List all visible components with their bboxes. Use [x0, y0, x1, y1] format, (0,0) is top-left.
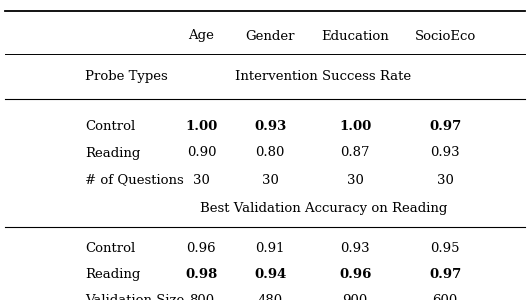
- Text: Control: Control: [85, 119, 135, 133]
- Text: 0.87: 0.87: [340, 146, 370, 160]
- Text: 1.00: 1.00: [186, 119, 217, 133]
- Text: Probe Types: Probe Types: [85, 70, 167, 83]
- Text: 30: 30: [347, 173, 364, 187]
- Text: 30: 30: [262, 173, 279, 187]
- Text: 0.91: 0.91: [255, 242, 285, 256]
- Text: 800: 800: [189, 293, 214, 300]
- Text: Validation Size: Validation Size: [85, 293, 184, 300]
- Text: 0.93: 0.93: [340, 242, 370, 256]
- Text: Age: Age: [189, 29, 214, 43]
- Text: 0.96: 0.96: [339, 268, 372, 281]
- Text: 900: 900: [342, 293, 368, 300]
- Text: # of Questions: # of Questions: [85, 173, 183, 187]
- Text: 0.90: 0.90: [187, 146, 216, 160]
- Text: 0.97: 0.97: [429, 119, 461, 133]
- Text: Gender: Gender: [245, 29, 295, 43]
- Text: 30: 30: [193, 173, 210, 187]
- Text: 0.94: 0.94: [254, 268, 287, 281]
- Text: 600: 600: [432, 293, 458, 300]
- Text: Best Validation Accuracy on Reading: Best Validation Accuracy on Reading: [200, 202, 447, 215]
- Text: 0.98: 0.98: [186, 268, 217, 281]
- Text: 1.00: 1.00: [339, 119, 371, 133]
- Text: SocioEco: SocioEco: [414, 29, 476, 43]
- Text: 30: 30: [437, 173, 454, 187]
- Text: 0.80: 0.80: [255, 146, 285, 160]
- Text: Control: Control: [85, 242, 135, 256]
- Text: Reading: Reading: [85, 146, 140, 160]
- Text: 480: 480: [258, 293, 283, 300]
- Text: Education: Education: [321, 29, 389, 43]
- Text: 0.97: 0.97: [429, 268, 461, 281]
- Text: Intervention Success Rate: Intervention Success Rate: [235, 70, 411, 83]
- Text: 0.95: 0.95: [430, 242, 460, 256]
- Text: Reading: Reading: [85, 268, 140, 281]
- Text: 0.96: 0.96: [187, 242, 216, 256]
- Text: 0.93: 0.93: [254, 119, 286, 133]
- Text: 0.93: 0.93: [430, 146, 460, 160]
